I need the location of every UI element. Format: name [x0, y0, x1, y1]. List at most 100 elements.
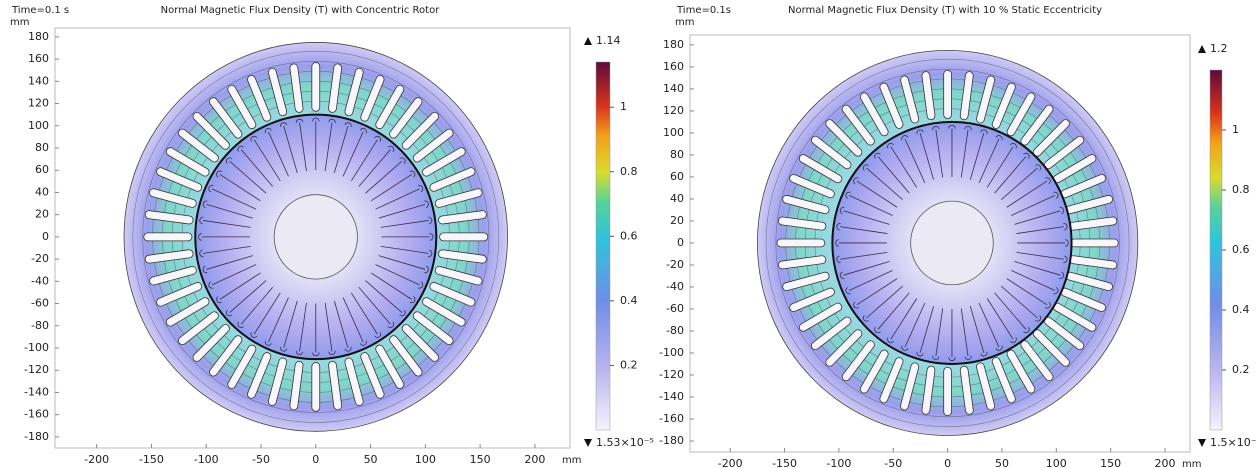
y-tick-label: 100: [663, 126, 684, 139]
rotor-bar: [313, 304, 320, 356]
rotor-bar: [967, 129, 988, 180]
rotor-bar: [976, 134, 1003, 184]
rotor-bar: [992, 291, 1030, 334]
rotor-bar: [322, 119, 336, 172]
time-label: Time=0.1 s: [11, 5, 69, 16]
rotor-bar: [237, 285, 276, 329]
stator-slot: [434, 188, 483, 208]
stator-slot: [900, 75, 920, 124]
y-tick-label: 0: [42, 230, 49, 243]
stator-slot: [976, 362, 996, 411]
rotor-bar: [958, 126, 972, 178]
stator-slot: [208, 96, 244, 140]
x-tick-label: -50: [884, 457, 902, 468]
stator-slot: [777, 239, 825, 247]
x-tick-label: 200: [1155, 457, 1176, 468]
y-tick-label: 40: [35, 185, 49, 198]
x-tick-label: 150: [1100, 457, 1121, 468]
y-tick-label: 140: [663, 82, 684, 95]
y-tick-label: -160: [659, 412, 684, 425]
stator-slot: [289, 63, 303, 113]
rotor-bar: [845, 191, 894, 218]
stator-slot: [421, 296, 467, 327]
rotor-bar: [916, 305, 937, 356]
rotor-bar: [225, 157, 268, 196]
rotor-bar: [250, 291, 283, 339]
rotor-bar: [199, 243, 251, 257]
x-tick-label: 50: [364, 453, 378, 466]
stator-slot: [412, 128, 455, 164]
plot-title: Normal Magnetic Flux Density (T) with Co…: [161, 5, 441, 16]
y-tick-label: 160: [663, 60, 684, 73]
x-tick-label: -200: [718, 457, 743, 468]
stator-slot: [991, 356, 1017, 404]
y-tick-label: 20: [670, 214, 684, 227]
stator-slot: [438, 210, 487, 224]
x-tick-label: -50: [252, 453, 270, 466]
rotor-bar: [852, 177, 899, 211]
rotor-bar: [378, 200, 429, 221]
y-tick-label: 140: [28, 74, 49, 87]
y-tick-label: -60: [31, 297, 49, 310]
rotor-bar: [873, 291, 911, 334]
rotor-bar: [932, 126, 946, 178]
stator-slot: [921, 71, 935, 120]
stator-slot: [246, 351, 272, 399]
rotor-bar: [862, 163, 905, 202]
stator-slot: [900, 362, 920, 411]
stator-slot: [312, 362, 320, 411]
stator-slot: [841, 339, 876, 382]
rotor-bar: [862, 284, 905, 323]
shaft: [274, 195, 357, 279]
rotor-bar: [984, 142, 1017, 189]
rotor-bar: [225, 278, 268, 317]
rotor-bar: [1014, 258, 1065, 279]
rotor-bar: [901, 134, 928, 184]
stator-slot: [841, 103, 876, 146]
rotor-bar: [199, 234, 251, 241]
y-tick-label: -100: [659, 346, 684, 359]
y-tick-label: 40: [670, 192, 684, 205]
stator-slot: [401, 111, 441, 151]
rotor-bar: [264, 296, 291, 346]
rotor-bar: [296, 302, 310, 355]
stator-slot: [778, 255, 826, 269]
y-tick-label: -40: [666, 280, 684, 293]
y-tick-label: -60: [666, 302, 684, 315]
rotor-bar: [331, 122, 352, 174]
rotor-bar: [356, 285, 395, 329]
x-tick-label: 50: [995, 457, 1009, 468]
y-tick-label: -20: [666, 258, 684, 271]
rotor-bar: [382, 234, 434, 241]
rotor-bar: [845, 267, 894, 294]
y-tick-label: -120: [24, 363, 49, 376]
max-marker: [1198, 45, 1206, 53]
rotor-bar: [1016, 223, 1067, 237]
stator-slot: [824, 118, 863, 158]
stator-slot: [960, 71, 974, 120]
rotor-bar: [999, 284, 1042, 323]
flux-line: [766, 59, 1129, 426]
y-tick-label: -160: [24, 408, 49, 421]
stator-slot: [991, 82, 1017, 130]
rotor-bar: [215, 270, 262, 304]
rotor-bar: [836, 249, 887, 263]
y-tick-label: 80: [35, 141, 49, 154]
stator-slot: [145, 249, 194, 263]
stator-slot: [421, 146, 467, 177]
rotor-bar: [1005, 177, 1052, 211]
colorbar-tick-label: 0.4: [1232, 303, 1250, 316]
stator-slot: [374, 344, 405, 390]
y-tick-label: 180: [663, 38, 684, 51]
stator-slot: [289, 361, 303, 411]
rotor-bar: [215, 170, 262, 204]
y-tick-label: -180: [24, 430, 49, 443]
rotor-bar: [280, 122, 301, 174]
colorbar-tick-label: 1: [620, 100, 627, 113]
rotor-bar: [378, 252, 429, 273]
x-tick-label: -200: [84, 453, 109, 466]
x-tick-label: -150: [772, 457, 797, 468]
rotor-bar: [1010, 267, 1059, 294]
y-tick-label: 20: [35, 208, 49, 221]
